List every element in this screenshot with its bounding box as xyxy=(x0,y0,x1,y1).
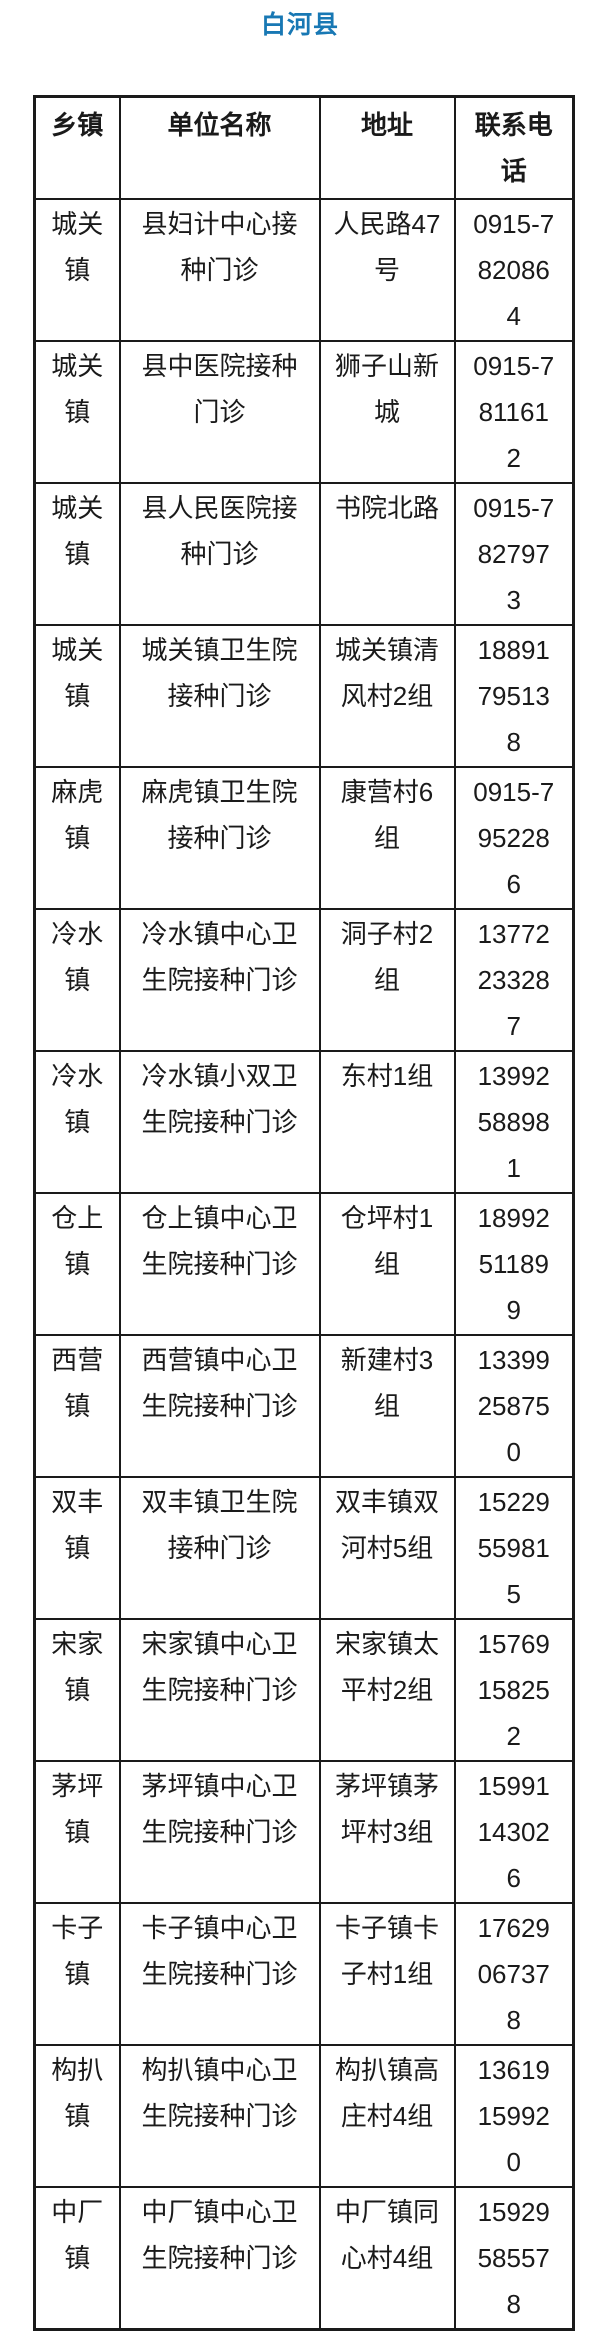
table-row: 城关镇 城关镇卫生院接种门诊 城关镇清风村2组 18891795138 xyxy=(33,624,575,768)
address-cell: 书院北路 xyxy=(318,482,456,626)
address-cell: 康营村6组 xyxy=(318,766,456,910)
phone-cell: 18891795138 xyxy=(453,624,575,768)
township-cell: 冷水镇 xyxy=(33,908,121,1052)
address-cell: 洞子村2组 xyxy=(318,908,456,1052)
unit-name-cell: 茅坪镇中心卫生院接种门诊 xyxy=(118,1760,321,1904)
address-cell: 中厂镇同心村4组 xyxy=(318,2186,456,2331)
phone-cell: 15229559815 xyxy=(453,1476,575,1620)
address-cell: 卡子镇卡子村1组 xyxy=(318,1902,456,2046)
phone-cell: 0915-7827973 xyxy=(453,482,575,626)
phone-cell: 17629067378 xyxy=(453,1902,575,2046)
unit-name-cell: 冷水镇小双卫生院接种门诊 xyxy=(118,1050,321,1194)
unit-name-cell: 构扒镇中心卫生院接种门诊 xyxy=(118,2044,321,2188)
column-header-address: 地址 xyxy=(318,95,456,200)
address-cell: 人民路47号 xyxy=(318,198,456,342)
township-cell: 卡子镇 xyxy=(33,1902,121,2046)
township-cell: 中厂镇 xyxy=(33,2186,121,2331)
township-cell: 茅坪镇 xyxy=(33,1760,121,1904)
phone-cell: 15991143026 xyxy=(453,1760,575,1904)
unit-name-cell: 县人民医院接种门诊 xyxy=(118,482,321,626)
table-row: 中厂镇 中厂镇中心卫生院接种门诊 中厂镇同心村4组 15929585578 xyxy=(33,2186,575,2331)
phone-cell: 13772233287 xyxy=(453,908,575,1052)
table-row: 仓上镇 仓上镇中心卫生院接种门诊 仓坪村1组 18992511899 xyxy=(33,1192,575,1336)
phone-cell: 15929585578 xyxy=(453,2186,575,2331)
unit-name-cell: 双丰镇卫生院接种门诊 xyxy=(118,1476,321,1620)
unit-name-cell: 县妇计中心接种门诊 xyxy=(118,198,321,342)
address-cell: 东村1组 xyxy=(318,1050,456,1194)
column-header-phone: 联系电话 xyxy=(453,95,575,200)
unit-name-cell: 城关镇卫生院接种门诊 xyxy=(118,624,321,768)
column-header-township: 乡镇 xyxy=(33,95,121,200)
township-cell: 西营镇 xyxy=(33,1334,121,1478)
unit-name-cell: 卡子镇中心卫生院接种门诊 xyxy=(118,1902,321,2046)
unit-name-cell: 宋家镇中心卫生院接种门诊 xyxy=(118,1618,321,1762)
table-row: 卡子镇 卡子镇中心卫生院接种门诊 卡子镇卡子村1组 17629067378 xyxy=(33,1902,575,2046)
phone-cell: 13992588981 xyxy=(453,1050,575,1194)
phone-cell: 18992511899 xyxy=(453,1192,575,1336)
address-cell: 仓坪村1组 xyxy=(318,1192,456,1336)
township-cell: 双丰镇 xyxy=(33,1476,121,1620)
township-cell: 城关镇 xyxy=(33,340,121,484)
township-cell: 仓上镇 xyxy=(33,1192,121,1336)
unit-name-cell: 麻虎镇卫生院接种门诊 xyxy=(118,766,321,910)
column-header-unit-name: 单位名称 xyxy=(118,95,321,200)
phone-cell: 15769158252 xyxy=(453,1618,575,1762)
unit-name-cell: 中厂镇中心卫生院接种门诊 xyxy=(118,2186,321,2331)
table-row: 宋家镇 宋家镇中心卫生院接种门诊 宋家镇太平村2组 15769158252 xyxy=(33,1618,575,1762)
page-title: 白河县 xyxy=(260,11,339,39)
table-row: 城关镇 县人民医院接种门诊 书院北路 0915-7827973 xyxy=(33,482,575,626)
table-row: 麻虎镇 麻虎镇卫生院接种门诊 康营村6组 0915-7952286 xyxy=(33,766,575,910)
unit-name-cell: 冷水镇中心卫生院接种门诊 xyxy=(118,908,321,1052)
table-row: 城关镇 县妇计中心接种门诊 人民路47号 0915-7820864 xyxy=(33,198,575,342)
table-row: 冷水镇 冷水镇中心卫生院接种门诊 洞子村2组 13772233287 xyxy=(33,908,575,1052)
address-cell: 新建村3组 xyxy=(318,1334,456,1478)
phone-cell: 0915-7820864 xyxy=(453,198,575,342)
table-row: 构扒镇 构扒镇中心卫生院接种门诊 构扒镇高庄村4组 13619159920 xyxy=(33,2044,575,2188)
township-cell: 构扒镇 xyxy=(33,2044,121,2188)
address-cell: 构扒镇高庄村4组 xyxy=(318,2044,456,2188)
clinics-table: 乡镇 单位名称 地址 联系电话 城关镇 县妇计中心接种门诊 人民路47号 091… xyxy=(33,95,575,2331)
table-header-row: 乡镇 单位名称 地址 联系电话 xyxy=(33,95,575,200)
phone-cell: 13399258750 xyxy=(453,1334,575,1478)
address-cell: 双丰镇双河村5组 xyxy=(318,1476,456,1620)
address-cell: 茅坪镇茅坪村3组 xyxy=(318,1760,456,1904)
unit-name-cell: 县中医院接种门诊 xyxy=(118,340,321,484)
township-cell: 城关镇 xyxy=(33,482,121,626)
address-cell: 城关镇清风村2组 xyxy=(318,624,456,768)
address-cell: 狮子山新城 xyxy=(318,340,456,484)
table-row: 西营镇 西营镇中心卫生院接种门诊 新建村3组 13399258750 xyxy=(33,1334,575,1478)
table-row: 冷水镇 冷水镇小双卫生院接种门诊 东村1组 13992588981 xyxy=(33,1050,575,1194)
unit-name-cell: 西营镇中心卫生院接种门诊 xyxy=(118,1334,321,1478)
phone-cell: 0915-7811612 xyxy=(453,340,575,484)
township-cell: 城关镇 xyxy=(33,624,121,768)
address-cell: 宋家镇太平村2组 xyxy=(318,1618,456,1762)
township-cell: 城关镇 xyxy=(33,198,121,342)
township-cell: 麻虎镇 xyxy=(33,766,121,910)
phone-cell: 13619159920 xyxy=(453,2044,575,2188)
unit-name-cell: 仓上镇中心卫生院接种门诊 xyxy=(118,1192,321,1336)
table-row: 城关镇 县中医院接种门诊 狮子山新城 0915-7811612 xyxy=(33,340,575,484)
phone-cell: 0915-7952286 xyxy=(453,766,575,910)
table-row: 双丰镇 双丰镇卫生院接种门诊 双丰镇双河村5组 15229559815 xyxy=(33,1476,575,1620)
township-cell: 冷水镇 xyxy=(33,1050,121,1194)
township-cell: 宋家镇 xyxy=(33,1618,121,1762)
table-row: 茅坪镇 茅坪镇中心卫生院接种门诊 茅坪镇茅坪村3组 15991143026 xyxy=(33,1760,575,1904)
